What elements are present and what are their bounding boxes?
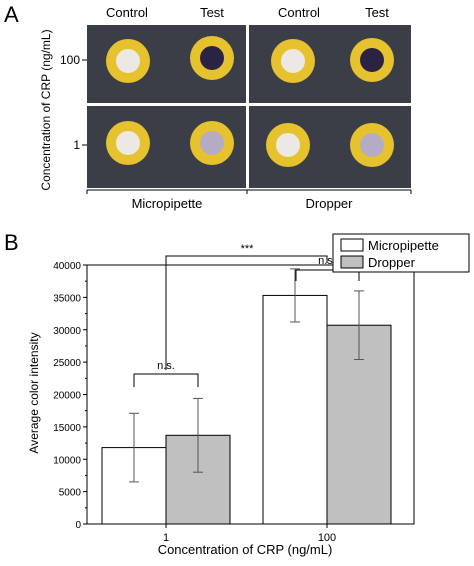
error-bar-dropper-100 [354,290,364,361]
row-label-100: 100 [60,53,80,67]
y-tick-label: 0 [75,520,81,531]
column-header-2: Test [200,5,224,20]
row-label-1: 1 [73,138,80,152]
spot-test-micropipette-1 [190,121,234,165]
panel-a-group-axis [86,189,412,194]
significance-bracket-left [133,373,199,387]
group-label-dropper: Dropper [306,196,354,211]
x-tick-label-100: 100 [318,532,336,544]
y-tick-label: 35000 [53,293,81,304]
spot-control-dropper-100 [271,39,315,83]
spot-test-dropper-100 [350,38,394,82]
panel-a-label: A [4,2,19,27]
error-bar-dropper-1 [193,397,203,473]
column-header-3: Control [278,5,320,20]
y-axis-label: Average color intensity [27,332,41,453]
panel-a: A Control Test Control Test Concentratio… [4,2,412,211]
panel-b-label: B [4,230,19,255]
legend-swatch-dropper [340,255,364,269]
plate-divider-vertical [246,25,249,188]
legend-label-micropipette: Micropipette [368,238,439,253]
bar-micropipette-100 [262,294,328,525]
x-axis-label: Concentration of CRP (ng/mL) [158,542,333,557]
significance-left: n.s. [157,360,175,372]
spot-test-dropper-1 [350,123,394,167]
plate-divider-horizontal [87,103,411,106]
legend-label-dropper: Dropper [368,255,416,270]
column-header-1: Control [106,5,148,20]
y-tick-label: 5000 [59,488,82,499]
y-tick-label: 40000 [53,261,81,272]
spot-test-micropipette-100 [190,36,234,80]
panel-a-y-axis-label: Concentration of CRP (ng/mL) [39,29,53,190]
x-tick-label-1: 1 [163,532,169,544]
y-tick-label: 20000 [53,391,81,402]
spot-control-micropipette-1 [106,121,150,165]
error-bar-micropipette-100 [290,268,300,323]
y-tick-label: 15000 [53,423,81,434]
legend: Micropipette Dropper [332,233,470,273]
spot-control-dropper-1 [266,123,310,167]
y-tick-label: 25000 [53,358,81,369]
spot-control-micropipette-100 [106,39,150,83]
y-tick-label: 10000 [53,455,81,466]
panel-b: B 0 5000 10000 15000 20000 25000 30000 35000 400… [4,230,470,557]
significance-right: n.s. [318,255,336,267]
significance-bracket-right [295,269,360,281]
significance-main: *** [241,243,255,255]
legend-swatch-micropipette [340,238,364,252]
error-bar-micropipette-1 [129,412,139,483]
significance-bracket-main [165,255,328,370]
group-label-micropipette: Micropipette [132,196,203,211]
y-tick-label: 30000 [53,326,81,337]
column-header-4: Test [365,5,389,20]
